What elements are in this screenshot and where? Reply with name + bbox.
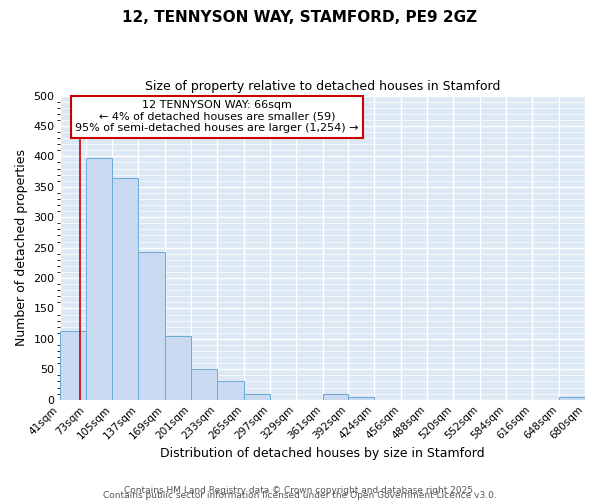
Text: 12 TENNYSON WAY: 66sqm
← 4% of detached houses are smaller (59)
95% of semi-deta: 12 TENNYSON WAY: 66sqm ← 4% of detached … [76,100,359,134]
Text: Contains HM Land Registry data © Crown copyright and database right 2025.: Contains HM Land Registry data © Crown c… [124,486,476,495]
Text: Contains public sector information licensed under the Open Government Licence v3: Contains public sector information licen… [103,491,497,500]
Bar [112,178,139,400]
Bar [348,396,374,400]
Bar [86,158,112,400]
Bar [165,336,191,400]
Bar [217,382,244,400]
Bar [323,394,348,400]
Y-axis label: Number of detached properties: Number of detached properties [15,149,28,346]
Text: 12, TENNYSON WAY, STAMFORD, PE9 2GZ: 12, TENNYSON WAY, STAMFORD, PE9 2GZ [122,10,478,25]
X-axis label: Distribution of detached houses by size in Stamford: Distribution of detached houses by size … [160,447,485,460]
Title: Size of property relative to detached houses in Stamford: Size of property relative to detached ho… [145,80,500,93]
Bar [139,252,165,400]
Bar [191,370,217,400]
Bar [559,396,585,400]
Bar [244,394,270,400]
Bar [59,331,86,400]
